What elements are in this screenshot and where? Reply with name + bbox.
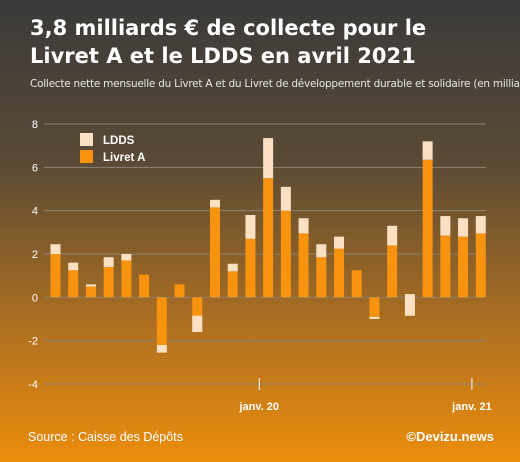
bar-livret-a [263, 178, 274, 298]
bar-ldds [103, 257, 114, 267]
y-axis-tick-labels: -4 -2 0 2 4 6 8 [28, 119, 38, 391]
bar-livret-a [298, 233, 309, 298]
bar-ldds [440, 216, 451, 236]
legend-label-livret-a: Livret A [103, 152, 145, 164]
bar-livret-a [103, 267, 114, 298]
bar-ldds [227, 263, 238, 272]
x-axis-ticks: janv. 20 janv. 21 [239, 378, 492, 413]
bar-ldds [245, 215, 256, 239]
bar-ldds [369, 316, 380, 319]
bar-ldds [68, 262, 79, 271]
legend-swatch-ldds [80, 133, 93, 146]
y-tick-label: -2 [28, 336, 38, 348]
bar-livret-a [227, 271, 238, 298]
source-note: Source : Caisse des Dépôts [28, 430, 183, 444]
bar-ldds [156, 345, 167, 353]
bar-livret-a [85, 286, 96, 298]
legend-label-ldds: LDDS [103, 135, 135, 147]
bar-livret-a [280, 210, 291, 298]
bar-ldds [404, 294, 415, 316]
bar-ldds [422, 141, 433, 160]
bar-ldds [334, 236, 345, 249]
bar-livret-a [174, 284, 185, 298]
bar-ldds [209, 199, 220, 208]
bar-ldds [475, 216, 486, 234]
bar-livret-a [121, 260, 132, 298]
brand-credit: ©Devizu.news [406, 429, 494, 444]
chart-subtitle: Collecte nette mensuelle du Livret A et … [30, 78, 520, 90]
bar-ldds [280, 186, 291, 211]
y-tick-label: 8 [32, 119, 38, 131]
bar-ldds [316, 244, 327, 258]
bar-livret-a [192, 297, 203, 332]
bar-ldds [85, 284, 96, 287]
chart-title: 3,8 milliards € de collecte pour le Livr… [30, 16, 427, 68]
bar-livret-a [422, 159, 433, 298]
bars [50, 138, 486, 353]
bar-livret-a [156, 297, 167, 345]
bar-livret-a [334, 248, 345, 298]
y-tick-label: -4 [28, 379, 38, 391]
bar-ldds [298, 218, 309, 234]
bar-livret-a [387, 245, 398, 298]
bar-livret-a [458, 236, 469, 298]
bar-livret-a [351, 270, 362, 298]
bar-ldds [192, 315, 203, 332]
bar-livret-a [68, 270, 79, 298]
y-tick-label: 0 [32, 292, 38, 304]
x-tick-label: janv. 21 [451, 401, 492, 413]
bar-livret-a [440, 235, 451, 298]
y-tick-label: 6 [32, 162, 38, 174]
bar-livret-a [316, 257, 327, 298]
bar-ldds [263, 138, 274, 179]
bar-livret-a [209, 207, 220, 298]
bar-livret-a [245, 238, 256, 298]
legend-swatch-livret-a [80, 150, 93, 163]
x-tick-label: janv. 20 [239, 401, 280, 413]
bar-ldds [387, 225, 398, 246]
bar-livret-a [369, 297, 380, 317]
bar-livret-a [475, 233, 486, 298]
y-tick-label: 4 [32, 206, 38, 218]
bar-ldds [50, 244, 61, 254]
y-tick-label: 2 [32, 249, 38, 261]
bar-ldds [458, 218, 469, 237]
bar-livret-a [50, 254, 61, 298]
legend: LDDS Livret A [80, 133, 145, 164]
bar-ldds [121, 254, 132, 261]
bar-livret-a [139, 274, 150, 298]
